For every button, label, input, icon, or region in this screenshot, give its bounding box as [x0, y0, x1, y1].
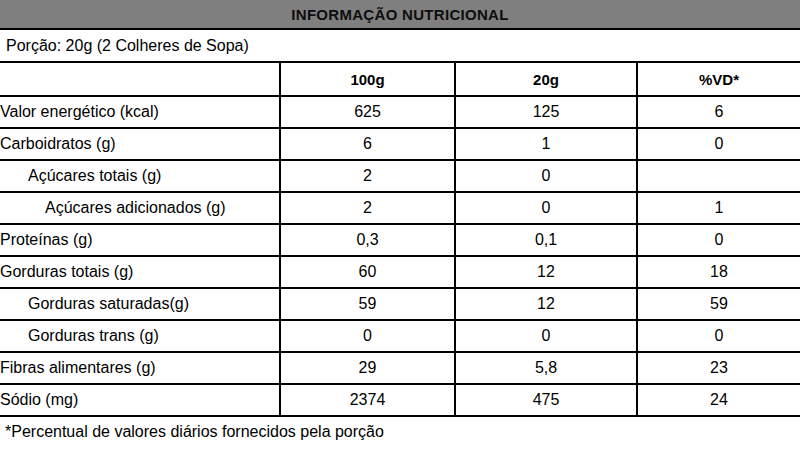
- portion-row: Porção: 20g (2 Colheres de Sopa): [0, 30, 800, 63]
- row-label: Gorduras saturadas(g): [0, 288, 280, 320]
- value-vd: 6: [637, 96, 800, 128]
- table-row: Açúcares totais (g)20: [0, 160, 800, 192]
- value-100g: 0: [280, 320, 455, 352]
- row-label: Valor energético (kcal): [0, 96, 280, 128]
- value-20g: 1: [455, 128, 637, 160]
- value-100g: 2: [280, 160, 455, 192]
- title-bar: INFORMAÇÃO NUTRICIONAL: [0, 0, 800, 30]
- table-row: Gorduras saturadas(g)591259: [0, 288, 800, 320]
- row-label: Sódio (mg): [0, 384, 280, 416]
- table-row: Fibras alimentares (g)295,823: [0, 352, 800, 384]
- row-label: Fibras alimentares (g): [0, 352, 280, 384]
- value-vd: 24: [637, 384, 800, 416]
- nutrition-label: INFORMAÇÃO NUTRICIONAL Porção: 20g (2 Co…: [0, 0, 800, 472]
- value-100g: 2: [280, 192, 455, 224]
- value-100g: 6: [280, 128, 455, 160]
- value-20g: 0,1: [455, 224, 637, 256]
- page-title: INFORMAÇÃO NUTRICIONAL: [291, 6, 508, 23]
- row-label: Gorduras totais (g): [0, 256, 280, 288]
- value-20g: 0: [455, 160, 637, 192]
- value-vd: 18: [637, 256, 800, 288]
- value-vd: 1: [637, 192, 800, 224]
- value-100g: 0,3: [280, 224, 455, 256]
- table-row: Gorduras totais (g)601218: [0, 256, 800, 288]
- value-vd: 59: [637, 288, 800, 320]
- footnote-text: *Percentual de valores diários fornecido…: [5, 423, 384, 440]
- value-20g: 475: [455, 384, 637, 416]
- footnote: *Percentual de valores diários fornecido…: [0, 417, 800, 441]
- table-row: Proteínas (g)0,30,10: [0, 224, 800, 256]
- value-vd: 0: [637, 224, 800, 256]
- table-row: Sódio (mg)237447524: [0, 384, 800, 416]
- nutrition-table-body: Valor energético (kcal)6251256Carboidrat…: [0, 96, 800, 416]
- value-100g: 2374: [280, 384, 455, 416]
- value-20g: 125: [455, 96, 637, 128]
- column-header-empty: [0, 63, 280, 96]
- value-20g: 12: [455, 288, 637, 320]
- value-100g: 625: [280, 96, 455, 128]
- table-row: Açúcares adicionados (g)201: [0, 192, 800, 224]
- value-20g: 0: [455, 192, 637, 224]
- nutrition-table: 100g 20g %VD* Valor energético (kcal)625…: [0, 63, 800, 417]
- column-header-row: 100g 20g %VD*: [0, 63, 800, 96]
- value-20g: 5,8: [455, 352, 637, 384]
- value-20g: 0: [455, 320, 637, 352]
- value-100g: 60: [280, 256, 455, 288]
- column-header-100g: 100g: [280, 63, 455, 96]
- value-100g: 29: [280, 352, 455, 384]
- column-header-vd: %VD*: [637, 63, 800, 96]
- table-row: Valor energético (kcal)6251256: [0, 96, 800, 128]
- row-label: Proteínas (g): [0, 224, 280, 256]
- value-vd: [637, 160, 800, 192]
- column-header-20g: 20g: [455, 63, 637, 96]
- value-vd: 23: [637, 352, 800, 384]
- row-label: Açúcares totais (g): [0, 160, 280, 192]
- value-100g: 59: [280, 288, 455, 320]
- table-row: Carboidratos (g)610: [0, 128, 800, 160]
- portion-text: Porção: 20g (2 Colheres de Sopa): [6, 37, 249, 55]
- value-vd: 0: [637, 320, 800, 352]
- row-label: Açúcares adicionados (g): [0, 192, 280, 224]
- value-20g: 12: [455, 256, 637, 288]
- row-label: Carboidratos (g): [0, 128, 280, 160]
- table-row: Gorduras trans (g)000: [0, 320, 800, 352]
- value-vd: 0: [637, 128, 800, 160]
- row-label: Gorduras trans (g): [0, 320, 280, 352]
